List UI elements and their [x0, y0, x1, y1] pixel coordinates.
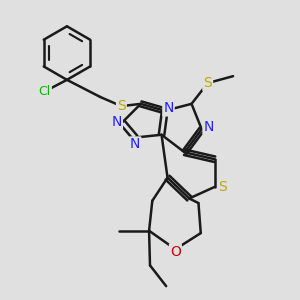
Text: S: S: [218, 180, 227, 194]
Text: S: S: [203, 76, 212, 90]
Text: N: N: [203, 120, 214, 134]
Text: S: S: [117, 99, 126, 113]
Text: N: N: [130, 137, 140, 152]
Text: Cl: Cl: [39, 85, 51, 98]
Text: O: O: [170, 244, 181, 259]
Text: N: N: [163, 101, 174, 116]
Text: N: N: [112, 115, 122, 129]
